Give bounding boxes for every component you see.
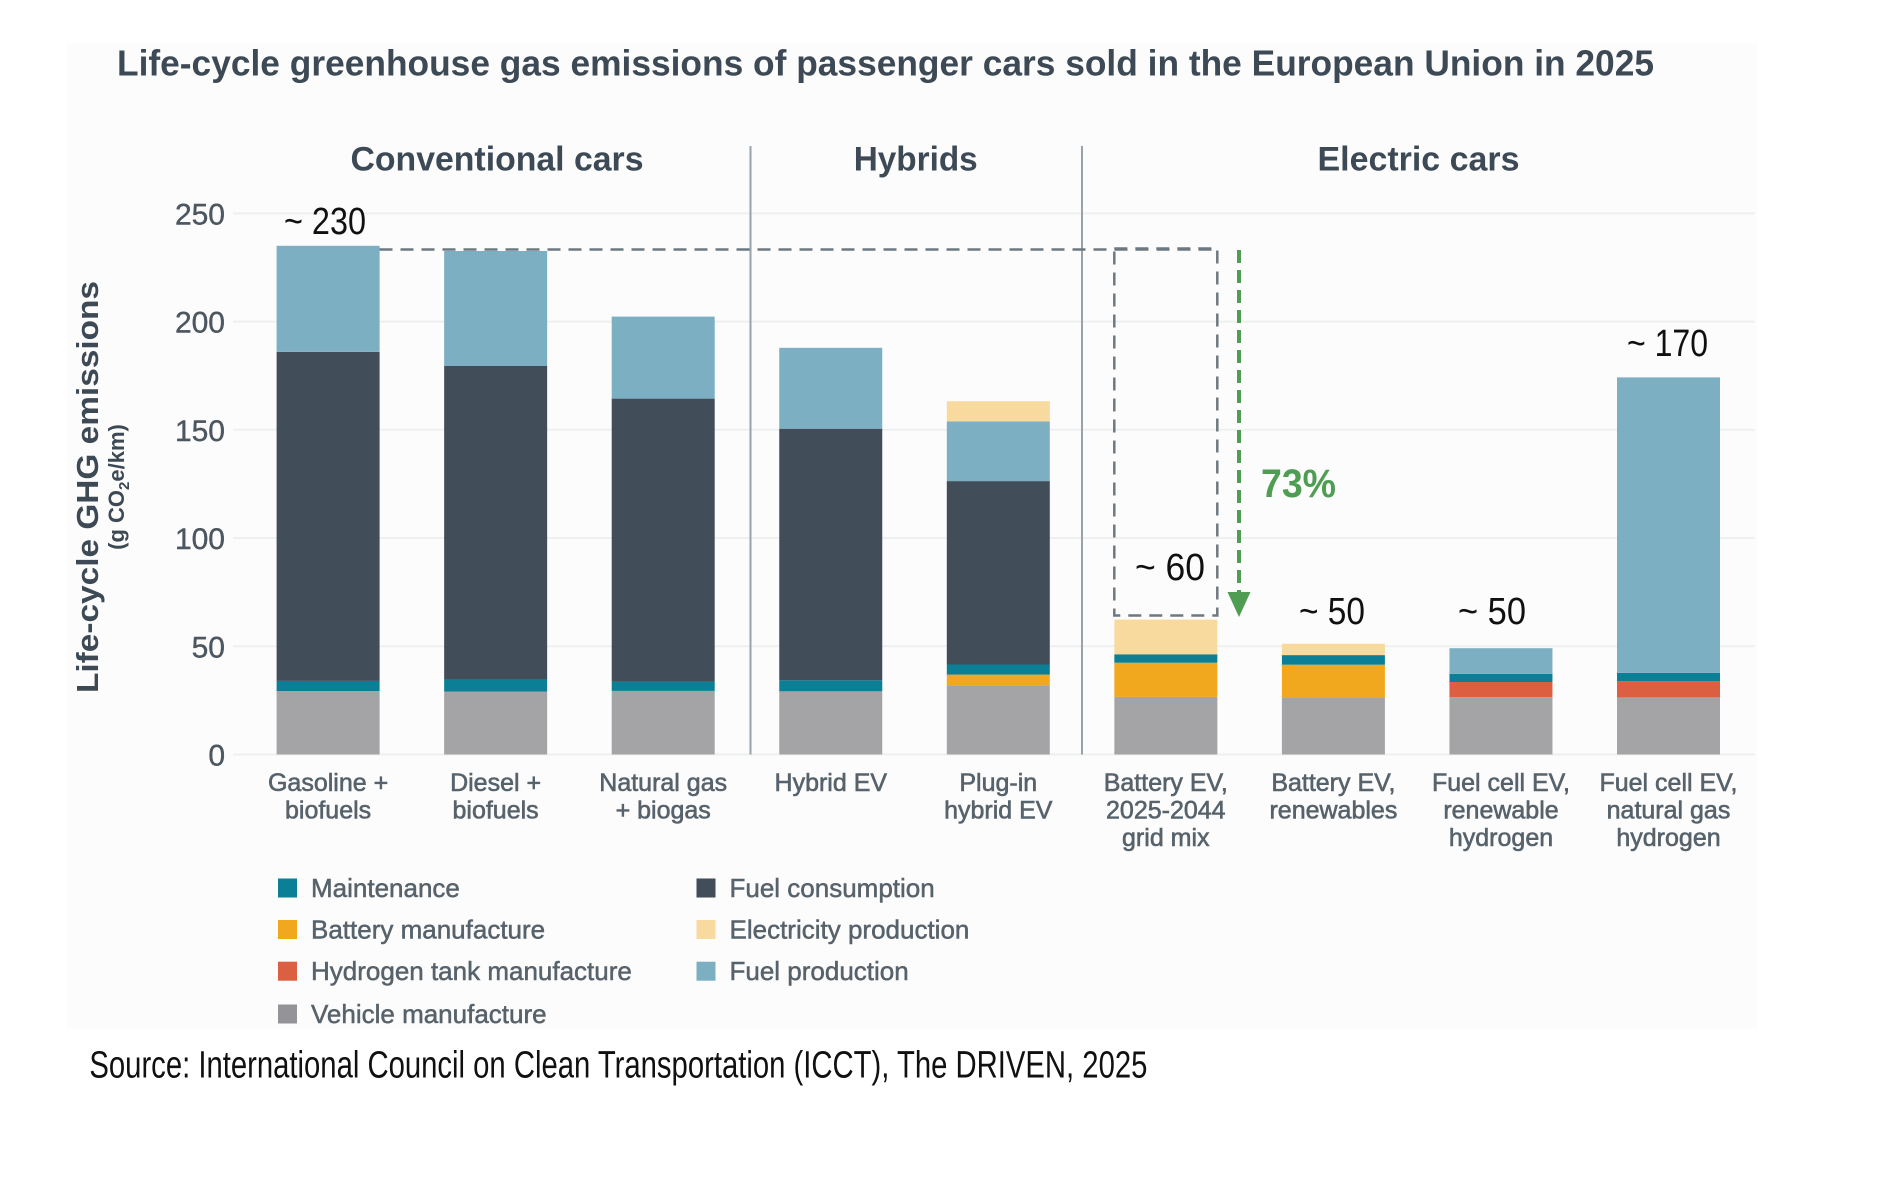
svg-text:Fuel cell EV,: Fuel cell EV, — [1432, 769, 1570, 797]
svg-text:grid mix: grid mix — [1122, 824, 1210, 852]
svg-text:Battery EV,: Battery EV, — [1104, 769, 1228, 797]
svg-text:73%: 73% — [1261, 462, 1336, 506]
svg-text:100: 100 — [175, 523, 225, 556]
svg-text:Conventional cars: Conventional cars — [351, 141, 644, 179]
svg-text:hydrogen: hydrogen — [1449, 824, 1553, 852]
svg-text:Electric cars: Electric cars — [1318, 141, 1520, 179]
svg-text:+ biogas: + biogas — [616, 797, 711, 825]
svg-text:250: 250 — [175, 198, 225, 231]
svg-text:~ 60: ~ 60 — [1135, 547, 1205, 589]
svg-text:Hydrogen tank manufacture: Hydrogen tank manufacture — [311, 956, 632, 986]
svg-text:Plug-in: Plug-in — [959, 769, 1037, 797]
svg-text:Life-cycle GHG emissions: Life-cycle GHG emissions — [70, 281, 105, 693]
svg-text:Fuel production: Fuel production — [730, 956, 909, 986]
svg-text:hybrid EV: hybrid EV — [944, 797, 1053, 825]
svg-text:renewable: renewable — [1443, 797, 1558, 825]
svg-text:Battery manufacture: Battery manufacture — [311, 915, 545, 945]
svg-text:200: 200 — [175, 307, 225, 340]
svg-text:Source: International Council: Source: International Council on Clean T… — [89, 1045, 1147, 1087]
svg-text:Fuel consumption: Fuel consumption — [730, 873, 935, 903]
svg-text:Battery EV,: Battery EV, — [1271, 769, 1395, 797]
svg-text:Hybrid EV: Hybrid EV — [775, 769, 888, 797]
svg-text:Electricity production: Electricity production — [730, 915, 970, 945]
svg-text:Vehicle manufacture: Vehicle manufacture — [311, 999, 547, 1029]
svg-text:Maintenance: Maintenance — [311, 873, 460, 903]
svg-text:~ 50: ~ 50 — [1458, 591, 1526, 633]
svg-text:Life-cycle greenhouse gas emis: Life-cycle greenhouse gas emissions of p… — [117, 43, 1654, 84]
svg-text:~ 230: ~ 230 — [284, 201, 366, 243]
svg-text:Diesel +: Diesel + — [450, 769, 541, 797]
svg-text:hydrogen: hydrogen — [1616, 824, 1720, 852]
svg-text:natural gas: natural gas — [1607, 797, 1731, 825]
svg-text:Fuel cell EV,: Fuel cell EV, — [1599, 769, 1737, 797]
svg-text:~ 170: ~ 170 — [1627, 323, 1708, 365]
svg-text:biofuels: biofuels — [453, 797, 539, 825]
svg-text:(g CO2e/km): (g CO2e/km) — [104, 424, 133, 550]
svg-text:150: 150 — [175, 415, 225, 448]
svg-text:50: 50 — [192, 631, 225, 664]
svg-text:~ 50: ~ 50 — [1299, 591, 1365, 633]
svg-text:Natural gas: Natural gas — [599, 769, 727, 797]
svg-text:renewables: renewables — [1269, 797, 1397, 825]
svg-text:Hybrids: Hybrids — [854, 141, 978, 179]
svg-text:Gasoline +: Gasoline + — [268, 769, 388, 797]
svg-text:2025-2044: 2025-2044 — [1106, 797, 1226, 825]
svg-text:0: 0 — [208, 740, 225, 773]
svg-text:biofuels: biofuels — [285, 797, 371, 825]
